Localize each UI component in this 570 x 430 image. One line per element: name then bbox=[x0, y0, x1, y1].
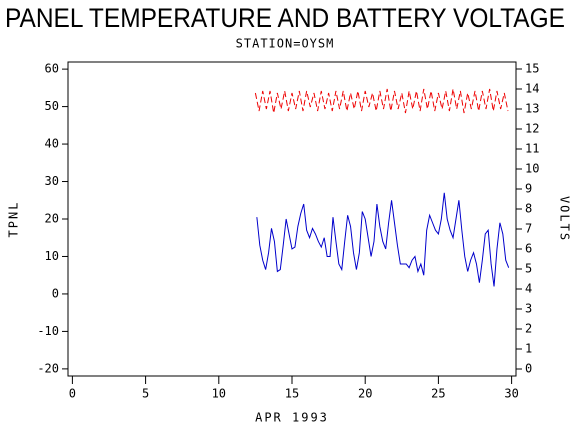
y2-tick-label: 2 bbox=[525, 322, 532, 336]
y2-axis-label: VOLTS bbox=[558, 196, 570, 242]
chart-subtitle: STATION=OYSM bbox=[236, 37, 335, 51]
x-tick-label: 15 bbox=[285, 387, 299, 401]
y2-tick-label: 1 bbox=[525, 342, 532, 356]
y2-tick-label: 4 bbox=[525, 282, 532, 296]
y-tick-label: 0 bbox=[52, 286, 59, 300]
y2-tick-label: 3 bbox=[525, 302, 532, 316]
y2-tick-label: 14 bbox=[525, 82, 539, 96]
series-line bbox=[254, 88, 509, 114]
x-axis-label: APR 1993 bbox=[255, 411, 329, 425]
y2-tick-label: 13 bbox=[525, 102, 539, 116]
y-axis-label: TPNL bbox=[7, 201, 21, 238]
x-tick-label: 25 bbox=[431, 387, 445, 401]
y-tick-label: 20 bbox=[45, 212, 59, 226]
y-tick-label: -20 bbox=[37, 361, 59, 375]
y-tick-label: 60 bbox=[45, 62, 59, 76]
y2-tick-label: 12 bbox=[525, 122, 539, 136]
y-tick-label: 30 bbox=[45, 174, 59, 188]
x-tick-label: 5 bbox=[142, 387, 149, 401]
y2-tick-label: 6 bbox=[525, 242, 532, 256]
y2-tick-label: 10 bbox=[525, 162, 539, 176]
y-tick-label: 50 bbox=[45, 99, 59, 113]
y2-tick-label: 11 bbox=[525, 142, 539, 156]
series-line bbox=[256, 192, 510, 287]
y2-tick-label: 5 bbox=[525, 262, 532, 276]
y-tick-label: 10 bbox=[45, 249, 59, 263]
y2-tick-label: 9 bbox=[525, 182, 532, 196]
y2-tick-label: 7 bbox=[525, 222, 532, 236]
x-tick-label: 0 bbox=[69, 387, 76, 401]
y-tick-label: 40 bbox=[45, 137, 59, 151]
x-tick-label: 30 bbox=[504, 387, 518, 401]
y2-tick-label: 0 bbox=[525, 362, 532, 376]
y2-tick-label: 8 bbox=[525, 202, 532, 216]
x-tick-label: 10 bbox=[212, 387, 226, 401]
y2-tick-label: 15 bbox=[525, 62, 539, 76]
chart-title: PANEL TEMPERATURE AND BATTERY VOLTAGE bbox=[5, 3, 565, 33]
y-tick-label: -10 bbox=[37, 324, 59, 338]
x-tick-label: 20 bbox=[358, 387, 372, 401]
